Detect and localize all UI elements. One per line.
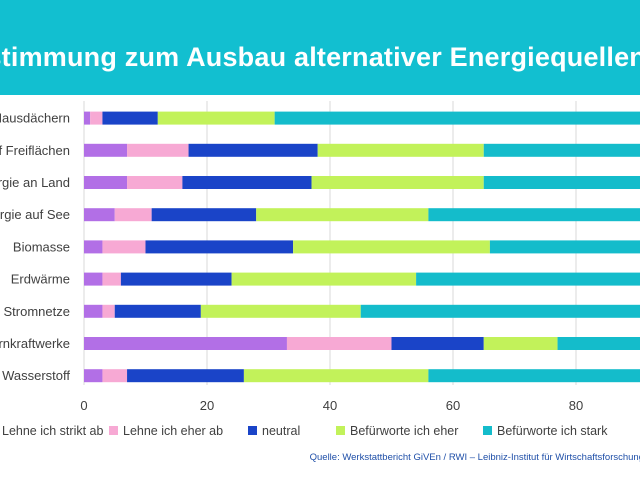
category-label: Wasserstoff [2,368,70,383]
bar-segment [90,111,103,125]
x-tick-label: 20 [200,398,214,413]
bar-segment [231,272,417,286]
chart-area: 020406080100Solarenergie auf Hausdächern… [0,95,640,480]
bar-segment [84,304,103,318]
bar-segment [557,337,640,350]
category-label: Kernkraftwerke [0,336,70,351]
legend-label: Lehne ich strikt ab [2,424,103,438]
bar-segment [483,176,640,189]
bar-segment [311,176,484,189]
bar-segment [483,337,558,350]
title-bar: Zustimmung zum Ausbau alternativer Energ… [0,0,640,95]
bar-segment [127,143,189,157]
bar-segment [274,111,640,125]
bar-segment [157,111,275,125]
bar-segment [188,143,318,157]
category-label: Windenergie auf See [0,207,70,222]
bar-segment [360,304,640,318]
bar-segment [127,369,244,383]
x-tick-label: 80 [569,398,583,413]
bar-segment [243,369,429,383]
legend-swatch [336,426,345,435]
bar-segment [102,111,158,125]
legend-swatch [248,426,257,435]
bar-segment [84,143,128,157]
legend-label: neutral [262,424,300,438]
bar-segment [256,208,429,222]
legend-swatch [483,426,492,435]
legend-swatch [109,426,118,435]
bar-segment [120,272,232,286]
category-label: Biomasse [13,239,70,254]
chart-title: Zustimmung zum Ausbau alternativer Energ… [0,42,640,72]
bar-segment [84,111,91,125]
bar-segment [84,272,103,286]
x-tick-label: 0 [80,398,87,413]
bar-segment [84,208,115,222]
x-tick-label: 60 [446,398,460,413]
category-label: Solarenergie auf Freiflächen [0,143,70,158]
bar-segment [391,337,484,350]
bar-segment [102,272,121,286]
bar-segment [84,240,103,254]
category-label: Solarenergie auf Hausdächern [0,111,70,126]
bar-segment [102,304,115,318]
bar-segment [317,143,484,157]
bar-segment [293,240,490,254]
bar-segment [428,369,640,383]
category-label: Erdwärme [11,272,70,287]
source-note: Quelle: Werkstattbericht GiVEn / RWI – L… [309,452,640,463]
bar-segment [489,240,640,254]
legend-label: Lehne ich eher ab [123,424,223,438]
bar-segment [483,143,640,157]
bar-segment [145,240,294,254]
bar-segment [127,176,183,189]
bar-segment [428,208,640,222]
legend-label: Befürworte ich stark [497,424,608,438]
bar-segment [84,176,128,189]
bar-segment [151,208,257,222]
bar-segment [200,304,361,318]
stacked-bar-chart: 020406080100Solarenergie auf Hausdächern… [0,101,640,438]
legend-label: Befürworte ich eher [350,424,458,438]
category-label: Stromnetze [4,304,70,319]
bar-segment [84,337,287,350]
x-tick-label: 40 [323,398,337,413]
bar-segment [182,176,312,189]
category-label: Windenergie an Land [0,175,70,190]
bar-segment [286,337,392,350]
bar-segment [114,208,152,222]
bar-segment [416,272,640,286]
bar-segment [102,240,146,254]
bar-segment [114,304,201,318]
bar-segment [84,369,103,383]
bar-segment [102,369,128,383]
